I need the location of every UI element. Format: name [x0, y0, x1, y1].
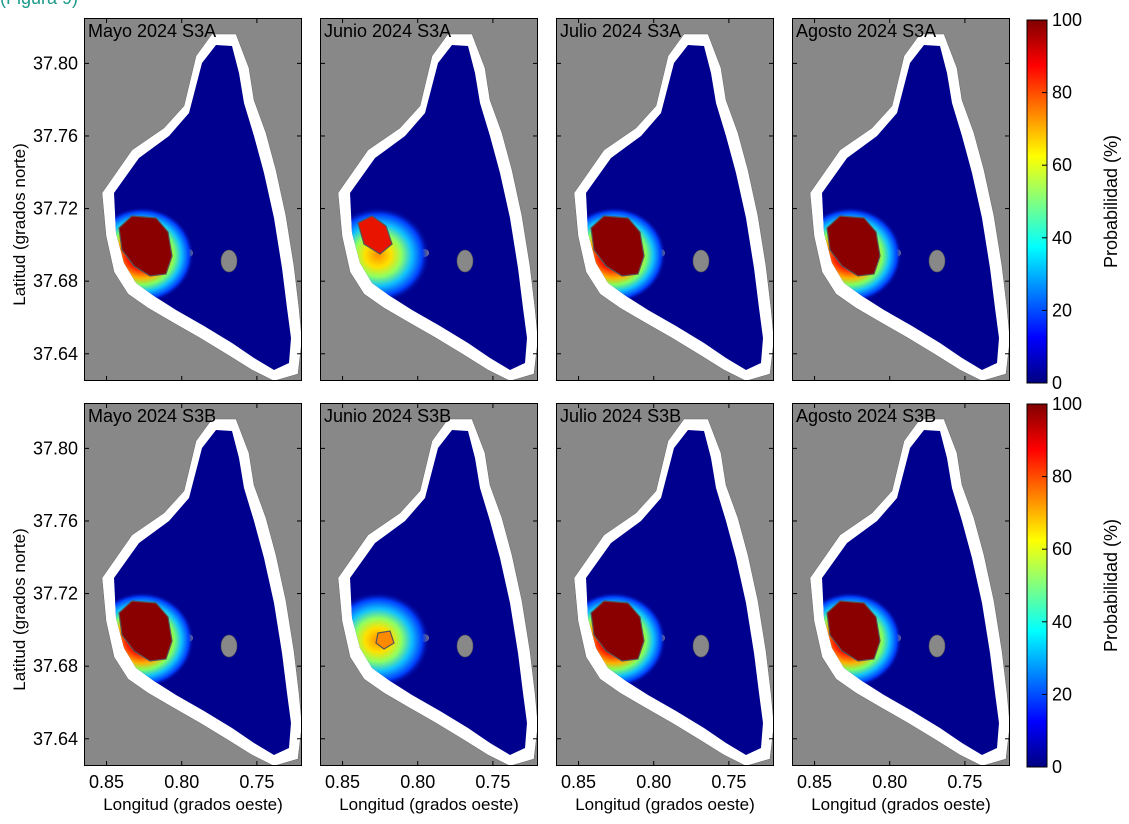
probability-contour	[357, 215, 393, 255]
colorbar-tick-label: 80	[1052, 83, 1072, 103]
probability-contour	[118, 600, 173, 662]
panel-title: Agosto 2024 S3A	[796, 21, 936, 41]
colorbar-tick-label: 80	[1052, 467, 1072, 487]
island	[692, 249, 710, 273]
colorbar-tick-label: 60	[1052, 539, 1072, 559]
x-tick-label: 0.80	[400, 772, 435, 792]
probability-contour	[826, 600, 881, 662]
panel-frame	[556, 18, 774, 381]
figure-caption-fragment: (Figura 9)	[0, 0, 78, 9]
y-tick-label: 37.72	[33, 584, 78, 604]
x-axis-label: Longitud (grados oeste)	[339, 795, 519, 814]
colorbar-tick-label: 40	[1052, 612, 1072, 632]
probability-contour	[118, 215, 173, 277]
panel-title: Mayo 2024 S3B	[88, 406, 216, 426]
x-tick-label: 0.85	[561, 772, 596, 792]
x-axis-label: Longitud (grados oeste)	[103, 795, 283, 814]
colorbar-tick-label: 60	[1052, 155, 1072, 175]
x-tick-label: 0.80	[636, 772, 671, 792]
probability-contour	[590, 215, 645, 277]
panel-frame	[84, 403, 302, 766]
y-axis-label: Latitud (grados norte)	[10, 143, 29, 306]
y-axis-label: Latitud (grados norte)	[10, 528, 29, 691]
probability-contour	[590, 600, 645, 662]
island	[456, 249, 474, 273]
colorbar-tick-label: 100	[1052, 394, 1082, 414]
island	[928, 634, 946, 658]
colorbar-tick-label: 20	[1052, 300, 1072, 320]
y-tick-label: 37.72	[33, 199, 78, 219]
panel-frame	[792, 18, 1010, 381]
y-tick-label: 37.64	[33, 344, 78, 364]
y-tick-label: 37.68	[33, 271, 78, 291]
panel-frame	[84, 18, 302, 381]
colorbar-tick-label: 20	[1052, 684, 1072, 704]
colorbar-1: 100 80 60 40 20 0 Probabilidad (%)	[1026, 394, 1121, 777]
island	[928, 249, 946, 273]
island	[456, 634, 474, 658]
y-tick-label: 37.80	[33, 438, 78, 458]
x-tick-label: 0.75	[947, 772, 982, 792]
island	[692, 634, 710, 658]
x-tick-label: 0.85	[797, 772, 832, 792]
map-panel-0-0: Mayo 2024 S3A	[84, 18, 302, 381]
colorbar-tick-label: 100	[1052, 10, 1082, 30]
panel-title: Julio 2024 S3A	[560, 21, 681, 41]
panel-frame	[320, 403, 538, 766]
panel-frame	[320, 18, 538, 381]
x-tick-label: 0.85	[89, 772, 124, 792]
colorbar-ramp	[1026, 403, 1048, 768]
panel-title: Agosto 2024 S3B	[796, 406, 936, 426]
x-tick-label: 0.80	[164, 772, 199, 792]
x-tick-label: 0.75	[239, 772, 274, 792]
panel-title: Junio 2024 S3A	[324, 21, 451, 41]
x-axis-label: Longitud (grados oeste)	[575, 795, 755, 814]
map-panel-1-2: Julio 2024 S3B	[556, 403, 774, 766]
colorbar-label: Probabilidad (%)	[1101, 519, 1121, 652]
panel-title: Julio 2024 S3B	[560, 406, 681, 426]
y-tick-label: 37.76	[33, 511, 78, 531]
x-axis-label: Longitud (grados oeste)	[811, 795, 991, 814]
map-panel-0-1: Junio 2024 S3A	[320, 18, 538, 381]
colorbar-ramp	[1026, 19, 1048, 384]
x-tick-label: 0.75	[475, 772, 510, 792]
probability-contour	[375, 630, 395, 650]
panel-title: Junio 2024 S3B	[324, 406, 451, 426]
panel-frame	[792, 403, 1010, 766]
probability-contour	[826, 215, 881, 277]
map-panel-1-0: Mayo 2024 S3B	[84, 403, 302, 766]
map-panel-1-3: Agosto 2024 S3B	[792, 403, 1010, 766]
colorbar-0: 100 80 60 40 20 0 Probabilidad (%)	[1026, 10, 1121, 393]
panel-title: Mayo 2024 S3A	[88, 21, 216, 41]
island	[220, 634, 238, 658]
island	[220, 249, 238, 273]
colorbar-tick-label: 40	[1052, 228, 1072, 248]
panel-frame	[556, 403, 774, 766]
y-tick-label: 37.80	[33, 53, 78, 73]
map-panel-1-1: Junio 2024 S3B	[320, 403, 538, 766]
x-tick-label: 0.75	[711, 772, 746, 792]
x-tick-label: 0.80	[872, 772, 907, 792]
map-panel-0-3: Agosto 2024 S3A	[792, 18, 1010, 381]
y-tick-label: 37.68	[33, 656, 78, 676]
y-tick-label: 37.64	[33, 729, 78, 749]
colorbar-tick-label: 0	[1052, 757, 1062, 777]
colorbar-label: Probabilidad (%)	[1101, 135, 1121, 268]
x-tick-label: 0.85	[325, 772, 360, 792]
y-tick-label: 37.76	[33, 126, 78, 146]
colorbar-tick-label: 0	[1052, 373, 1062, 393]
map-panel-0-2: Julio 2024 S3A	[556, 18, 774, 381]
